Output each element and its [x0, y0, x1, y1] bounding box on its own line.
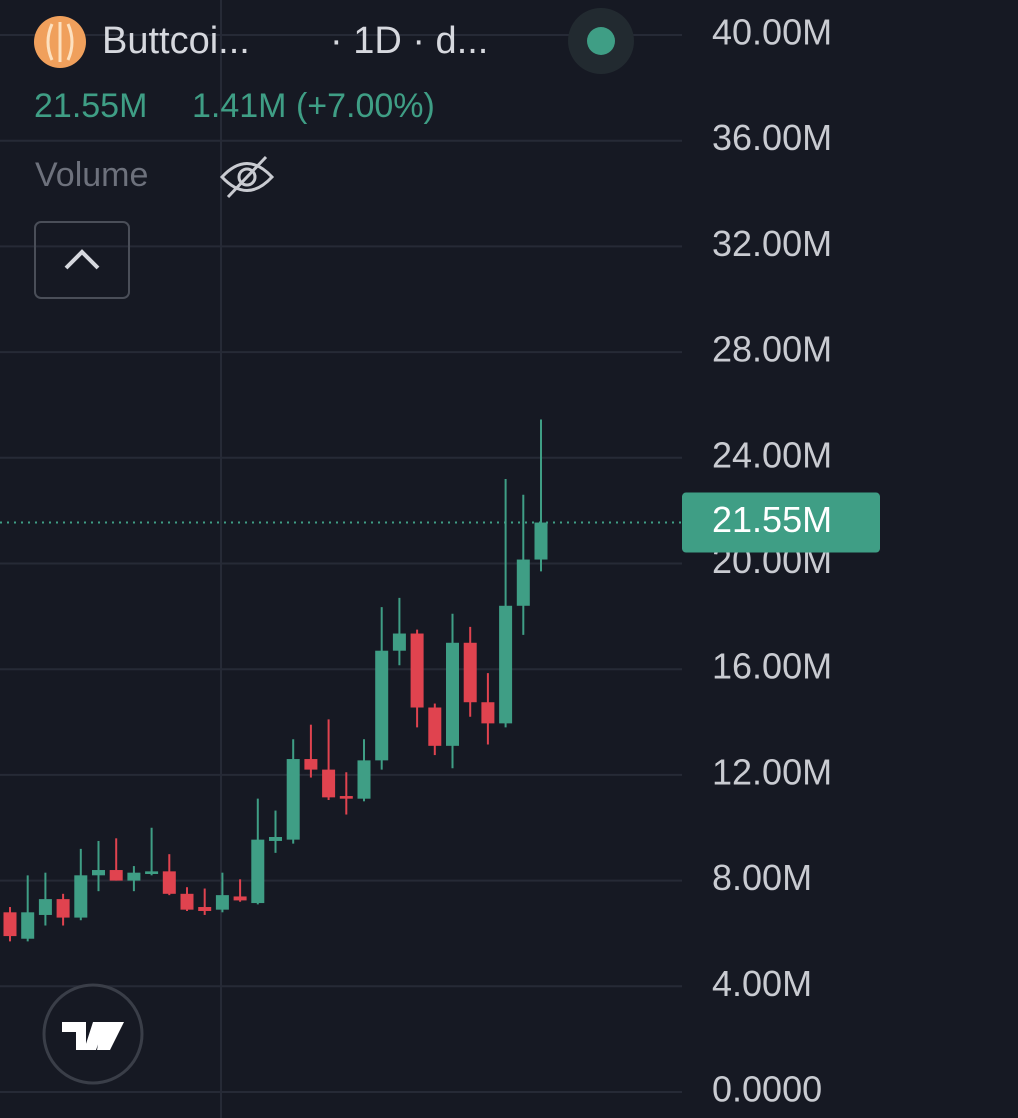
candle-body — [446, 642, 459, 746]
candle-body — [74, 875, 88, 918]
last-price-label: 21.55M — [712, 499, 832, 540]
interval: · 1D · d... — [330, 20, 488, 62]
candle-body — [127, 872, 141, 881]
candle-body — [375, 650, 389, 761]
candle-body — [198, 907, 212, 911]
candle-body — [499, 605, 513, 724]
candle-body — [162, 871, 176, 894]
candle-body — [56, 899, 70, 918]
y-tick-label: 28.00M — [712, 329, 832, 370]
candle-body — [392, 633, 406, 651]
status-dot — [587, 27, 615, 55]
candle-body — [109, 870, 123, 881]
plot — [0, 34, 682, 1093]
candle-body — [233, 896, 247, 901]
symbol: Buttcoi... — [102, 20, 250, 62]
candle-body — [463, 642, 477, 703]
candle-body — [145, 871, 159, 874]
candle-body — [215, 895, 229, 910]
y-tick-label: 8.00M — [712, 857, 812, 898]
coin-icon-mark — [46, 22, 74, 62]
candle-body — [357, 760, 371, 799]
indicator-name: Volume — [35, 156, 148, 194]
y-tick-label: 4.00M — [712, 963, 812, 1004]
y-tick-label: 32.00M — [712, 223, 832, 264]
change: 1.41M (+7.00%) — [192, 87, 435, 125]
collapse-button[interactable] — [34, 221, 130, 299]
candle-body — [3, 912, 17, 937]
y-tick-label: 40.00M — [712, 12, 832, 53]
candle-body — [481, 702, 495, 724]
candle-body — [92, 870, 105, 876]
candle-body — [269, 836, 282, 841]
candle-body — [322, 769, 336, 798]
y-tick-label: 0.0000 — [712, 1069, 822, 1110]
candle-body — [251, 839, 265, 904]
y-tick-label: 12.00M — [712, 751, 832, 792]
candle-body — [38, 899, 52, 915]
y-tick-label: 16.00M — [712, 646, 832, 687]
y-tick-label: 36.00M — [712, 117, 832, 158]
candle-body — [21, 912, 35, 939]
candle-body — [304, 759, 318, 770]
last-price-badge — [682, 492, 880, 553]
candle-body — [534, 522, 548, 560]
logo — [62, 1022, 124, 1050]
hide-icon[interactable] — [219, 155, 275, 199]
candle-body — [516, 559, 530, 606]
candle-body — [428, 707, 442, 746]
price: 21.55M — [34, 87, 147, 125]
candle-body — [339, 796, 353, 799]
candle-body — [180, 893, 194, 910]
candle-body — [410, 633, 424, 708]
chevron-up — [64, 249, 100, 270]
y-tick-label: 24.00M — [712, 434, 832, 475]
candle-body — [286, 759, 300, 840]
